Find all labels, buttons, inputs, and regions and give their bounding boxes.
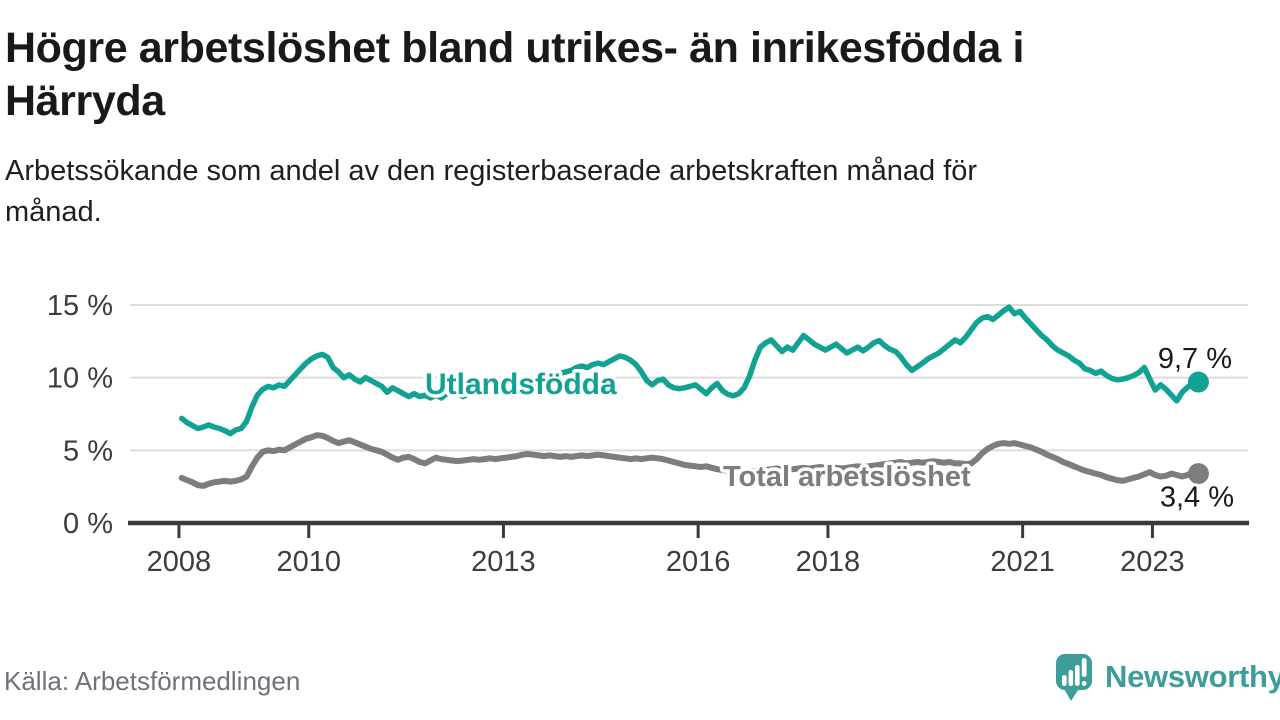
chart-subtitle-line-1: Arbetssökande som andel av den registerb… <box>5 155 978 187</box>
x-tick-label-2010: 2010 <box>276 546 341 578</box>
page-title: Högre arbetslöshet bland utrikes- än inr… <box>5 22 1024 128</box>
x-tick-label-2018: 2018 <box>796 546 861 578</box>
x-tick-label-2023: 2023 <box>1120 546 1185 578</box>
series-label-utlandsfodda: Utlandsfödda <box>425 368 617 401</box>
series-label-total: Total arbetslöshet <box>723 461 971 493</box>
x-tick-label-2021: 2021 <box>990 546 1055 578</box>
y-tick-label-5pct: 5 % <box>63 435 113 467</box>
end-value-label-utlandsfodda: 9,7 % <box>1158 343 1232 375</box>
x-tick-label-2016: 2016 <box>666 546 731 578</box>
y-tick-label-10pct: 10 % <box>47 363 113 395</box>
series-line-total <box>178 432 1202 489</box>
chart-subtitle-line-2: månad. <box>5 196 102 228</box>
end-dot-total <box>1187 463 1209 485</box>
chart-subtitle: Arbetssökande som andel av den registerb… <box>5 151 977 233</box>
newsworthy-brand: Newsworthy <box>1054 650 1280 704</box>
y-tick-label-0pct: 0 % <box>63 508 113 540</box>
newsworthy-logo-icon <box>1056 654 1092 701</box>
page-title-line-2: Härryda <box>5 77 165 125</box>
source-attribution: Källa: Arbetsförmedlingen <box>4 666 301 696</box>
page-title-line-1: Högre arbetslöshet bland utrikes- än inr… <box>5 24 1024 72</box>
series-line-utlandsfodda <box>178 304 1202 437</box>
newsworthy-brand-name: Newsworthy <box>1105 659 1280 694</box>
end-dot-utlandsfodda <box>1187 371 1209 393</box>
x-tick-label-2008: 2008 <box>147 546 212 578</box>
x-tick-label-2013: 2013 <box>471 546 536 578</box>
end-value-label-total: 3,4 % <box>1160 482 1234 514</box>
y-tick-label-15pct: 15 % <box>47 290 113 322</box>
